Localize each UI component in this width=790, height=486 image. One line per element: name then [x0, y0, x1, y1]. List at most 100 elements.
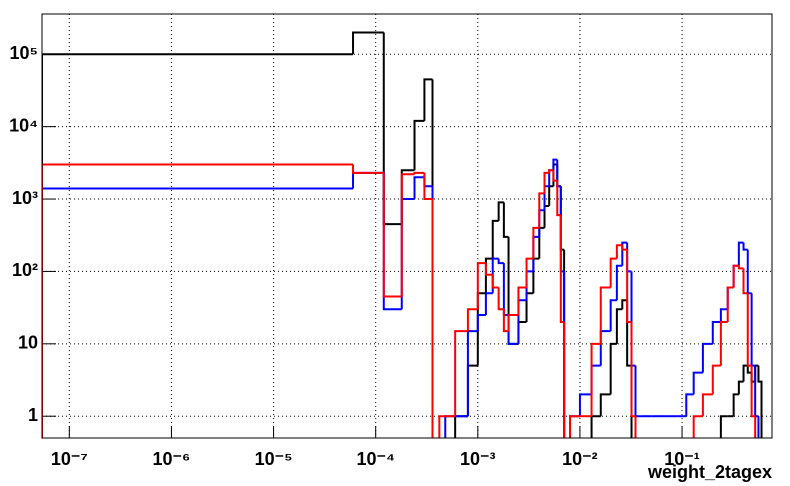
histogram-bin [719, 308, 728, 323]
histogram-bin [382, 172, 402, 298]
histogram-bin [630, 322, 636, 418]
histogram-bin [746, 365, 752, 374]
x-tick-label: 10⁻¹ [664, 449, 700, 469]
histogram-bin [609, 342, 617, 395]
histogram-bin [732, 393, 739, 417]
x-tick-label: 10⁻³ [460, 449, 496, 469]
x-tick-label: 10⁻² [562, 449, 598, 469]
y-tick-label: 10³ [12, 188, 38, 208]
histogram-bin [552, 170, 558, 182]
histogram-bin [737, 241, 744, 266]
histogram-bin [750, 365, 756, 418]
histogram-bin [413, 119, 425, 171]
histogram-bin [742, 242, 748, 251]
histogram-bin [413, 171, 425, 175]
histogram-bin [742, 364, 748, 382]
plot-area [42, 31, 763, 438]
histogram-bin [742, 268, 748, 295]
histogram-bin [609, 299, 617, 332]
histogram-bin [701, 342, 713, 373]
histogram-bin [497, 258, 504, 265]
histogram-bin [569, 415, 580, 438]
histogram-bin [599, 393, 611, 417]
x-tick-label: 10⁻⁷ [51, 449, 88, 469]
histogram-bin [454, 330, 468, 417]
histogram-bin [599, 286, 611, 344]
histogram-bin [634, 416, 637, 438]
histogram-bin [543, 171, 550, 194]
histogram-bin [438, 415, 446, 438]
histogram-bin [757, 365, 763, 438]
histogram-bin [746, 249, 752, 295]
histogram-bin [484, 292, 493, 316]
histogram-bin [42, 53, 354, 438]
histogram-bin [711, 321, 721, 344]
histogram-bin [578, 393, 592, 417]
histogram-bin [507, 314, 519, 332]
histogram-bin [476, 262, 486, 310]
histogram-bin [746, 293, 752, 367]
histogram-bin [634, 365, 642, 418]
histogram-bin [609, 257, 617, 288]
histogram-bin [559, 215, 565, 324]
histogram-bin [423, 78, 433, 121]
histogram-bin [590, 342, 601, 417]
histogram-bin [491, 219, 499, 259]
y-tick-label: 10⁴ [9, 115, 38, 135]
histogram-bin [692, 371, 703, 395]
histogram-bin [548, 169, 554, 173]
histogram-bin [701, 393, 713, 417]
histogram-bin [750, 293, 756, 367]
histogram-bin [532, 226, 540, 259]
histogram-bin [497, 287, 504, 311]
histogram-bin [42, 187, 354, 438]
histogram-bin [626, 249, 632, 324]
histogram-bin [719, 321, 728, 366]
histogram-bin [615, 244, 623, 259]
histogram-bin [352, 164, 384, 174]
histogram-bin [352, 31, 384, 55]
x-tick-label: 10⁻⁴ [356, 449, 394, 469]
histogram-bin [431, 199, 434, 438]
frame [41, 13, 773, 439]
histogram-bin [400, 173, 415, 297]
histogram-bin [563, 322, 566, 438]
histogram-bin [517, 286, 527, 316]
histogram-bin [42, 163, 354, 438]
histogram-bin [556, 180, 561, 217]
histogram-bin [621, 241, 628, 266]
histogram-bin [737, 380, 744, 395]
histogram-bin [692, 415, 703, 438]
histogram-bin [685, 393, 694, 417]
histogram-bin [484, 257, 493, 294]
x-axis-label: weight_2tagex [647, 462, 772, 482]
histogram-bin [732, 264, 739, 288]
histogram-bin [491, 274, 499, 289]
histogram-bin [726, 286, 734, 323]
histogram-bin [621, 245, 628, 251]
histogram-bin [497, 201, 504, 221]
y-tick-label: 10² [12, 260, 38, 280]
histogram-bin [711, 364, 721, 395]
histogram-bin [615, 264, 623, 301]
histogram-bin [413, 176, 425, 200]
histogram-bin [502, 309, 509, 333]
histogram-bin [538, 192, 545, 228]
histogram-bin [757, 416, 760, 438]
histogram-bin [466, 308, 478, 332]
histogram-bin [552, 158, 558, 171]
histogram-bin [423, 172, 433, 201]
histogram-bin [615, 308, 623, 344]
histogram-bin [502, 202, 509, 238]
histogram-bin [621, 299, 628, 310]
y-tick-label: 10⁵ [10, 43, 38, 63]
histogram-bin [484, 263, 493, 276]
histogram-bin [719, 415, 728, 438]
histogram-bin [476, 314, 486, 332]
y-tick-label: 10 [18, 333, 38, 353]
histogram-bin [525, 257, 534, 288]
histogram-bin [754, 416, 757, 438]
histogram-bin [737, 265, 744, 270]
